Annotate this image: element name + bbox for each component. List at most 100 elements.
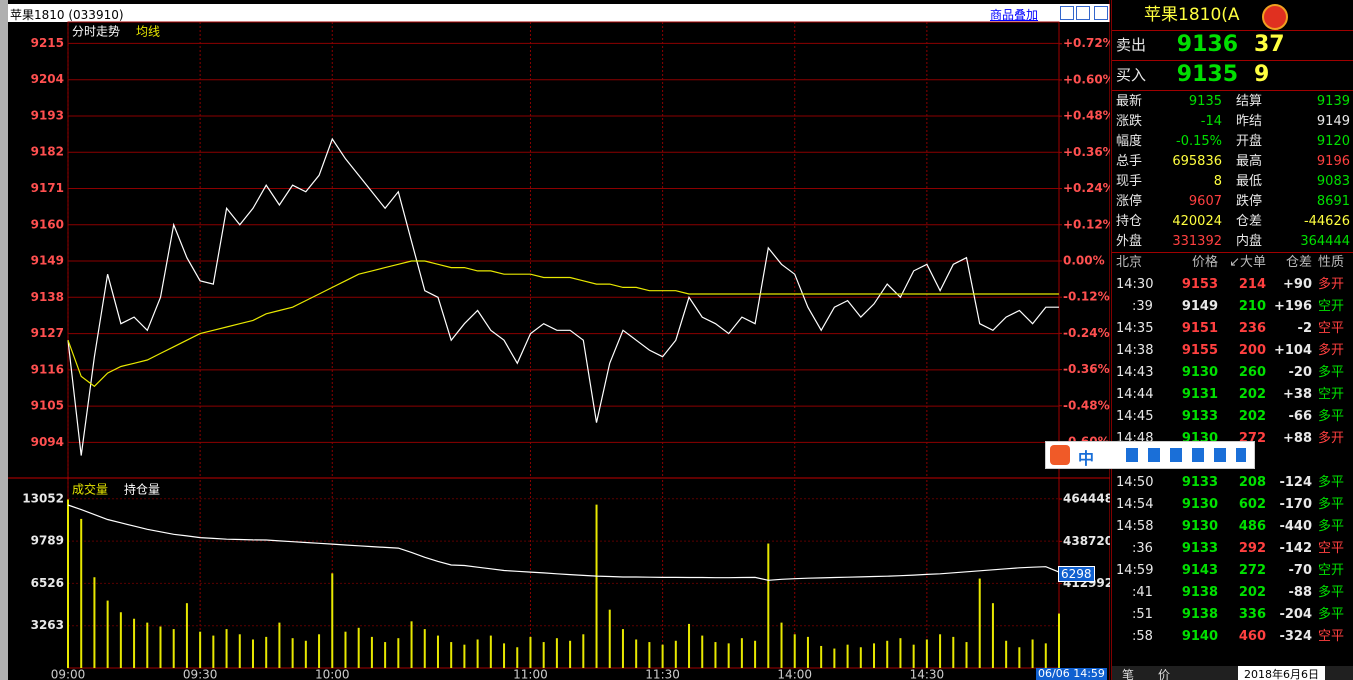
volume-bar [357, 627, 360, 668]
trade-oi-change: -142 [1279, 541, 1312, 556]
trade-volume: 460 [1238, 629, 1266, 644]
volume-bar [833, 648, 836, 668]
trade-volume: 260 [1238, 365, 1266, 380]
stat-value: 9196 [1316, 154, 1350, 169]
trade-header: 北京 [1116, 255, 1143, 270]
volume-bar [569, 640, 572, 668]
trade-time: 14:45 [1116, 409, 1154, 424]
stat-value: 364444 [1300, 234, 1350, 249]
ime-mode[interactable]: 中 [1078, 449, 1095, 468]
x-tick-label: 10:00 [315, 668, 350, 680]
bid-volume: 9 [1254, 62, 1270, 87]
prev-button[interactable] [1060, 6, 1074, 20]
tab[interactable]: 笔 [1122, 668, 1135, 680]
volume-bar [278, 622, 281, 668]
y2-tick-label: -0.48% [1063, 398, 1110, 412]
volume-bar [1018, 647, 1021, 668]
legend-label: 均线 [136, 25, 160, 39]
volume-bar [582, 634, 585, 668]
volume-bar [384, 642, 387, 668]
volume-bar [516, 647, 519, 668]
trade-time: :36 [1132, 541, 1153, 556]
trade-time: 14:50 [1116, 475, 1154, 490]
y2-tick-label: +0.24% [1063, 181, 1110, 195]
trade-volume: 200 [1238, 343, 1266, 358]
trade-time: :51 [1132, 607, 1153, 622]
ask-volume: 37 [1254, 32, 1285, 57]
trade-time: 14:58 [1116, 519, 1154, 534]
trade-volume: 202 [1238, 409, 1266, 424]
series-line [67, 260, 1059, 388]
stat-label: 内盘 [1236, 234, 1263, 249]
volume-bar [648, 642, 651, 668]
volume-bar [212, 635, 215, 668]
next-button[interactable] [1076, 6, 1090, 20]
ime-icons[interactable] [1126, 448, 1246, 462]
trade-oi-change: -204 [1279, 607, 1312, 622]
trade-time: 14:35 [1116, 321, 1154, 336]
volume-bar [555, 638, 558, 668]
ime-logo [1050, 445, 1070, 465]
volume-bar [912, 644, 915, 668]
expand-button[interactable] [1094, 6, 1108, 20]
chart-frame [67, 21, 1060, 669]
volume-bar [780, 622, 783, 668]
x-tick-label: 14:30 [910, 668, 945, 680]
trade-time: :41 [1132, 585, 1153, 600]
volume-bar [529, 636, 532, 668]
trade-time: :39 [1132, 299, 1153, 314]
trade-price: 9133 [1181, 409, 1218, 424]
volume-bar [344, 631, 347, 668]
stat-value: 695836 [1172, 154, 1222, 169]
trade-price: 9131 [1181, 387, 1218, 402]
trade-nature: 空平 [1318, 321, 1345, 336]
trade-oi-change: -170 [1279, 497, 1312, 512]
y2-tick-label: -0.12% [1063, 290, 1110, 304]
trade-time: 14:30 [1116, 277, 1154, 292]
stat-value: -0.15% [1176, 134, 1222, 149]
top-bar: 苹果1810 (033910) 商品叠加 [8, 4, 1110, 22]
trade-price: 9130 [1181, 519, 1218, 534]
y2-tick-label: -0.36% [1063, 362, 1110, 376]
stat-label: 最高 [1236, 154, 1263, 169]
y-tick-label: 9138 [31, 290, 64, 304]
trade-time: 14:44 [1116, 387, 1154, 402]
legend-label: 持仓量 [124, 482, 160, 497]
trade-volume: 214 [1238, 277, 1266, 292]
volume-bar [1058, 613, 1060, 668]
tab[interactable]: 价 [1158, 668, 1171, 680]
divider [1112, 60, 1353, 61]
sidebar [0, 0, 8, 680]
overlay-button[interactable]: 商品叠加 [990, 8, 1039, 22]
volume-bar [965, 642, 968, 668]
stat-label: 现手 [1116, 174, 1143, 189]
ask-price: 9136 [1176, 32, 1238, 57]
trade-volume: 292 [1238, 541, 1266, 556]
volume-bar [674, 640, 677, 668]
trade-oi-change: +38 [1283, 387, 1312, 402]
y-tick-label: 3263 [31, 618, 64, 632]
trade-nature: 多平 [1318, 475, 1345, 490]
legend-label: 分时走势 [72, 25, 120, 39]
stat-value: 9607 [1188, 194, 1222, 209]
volume-bar [146, 622, 149, 668]
trade-nature: 空开 [1318, 387, 1345, 402]
stat-label: 仓差 [1236, 214, 1263, 229]
trade-nature: 多平 [1318, 585, 1345, 600]
y-tick-label: 9160 [31, 217, 64, 231]
stat-label: 幅度 [1116, 134, 1143, 149]
window-title: 苹果1810 (033910) [10, 8, 124, 22]
volume-bar [225, 629, 228, 668]
volume-bar [991, 603, 994, 668]
trade-nature: 多平 [1318, 365, 1345, 380]
volume-bar [489, 635, 492, 668]
stat-value: 9139 [1316, 94, 1350, 109]
volume-bar [291, 638, 294, 668]
volume-bar [925, 639, 928, 668]
trade-price: 9138 [1181, 607, 1218, 622]
trade-nature: 空开 [1318, 299, 1345, 314]
trade-price: 9138 [1181, 585, 1218, 600]
ask-label: 卖出 [1116, 36, 1147, 54]
ime-toolbar[interactable]: 中 [1045, 441, 1255, 469]
